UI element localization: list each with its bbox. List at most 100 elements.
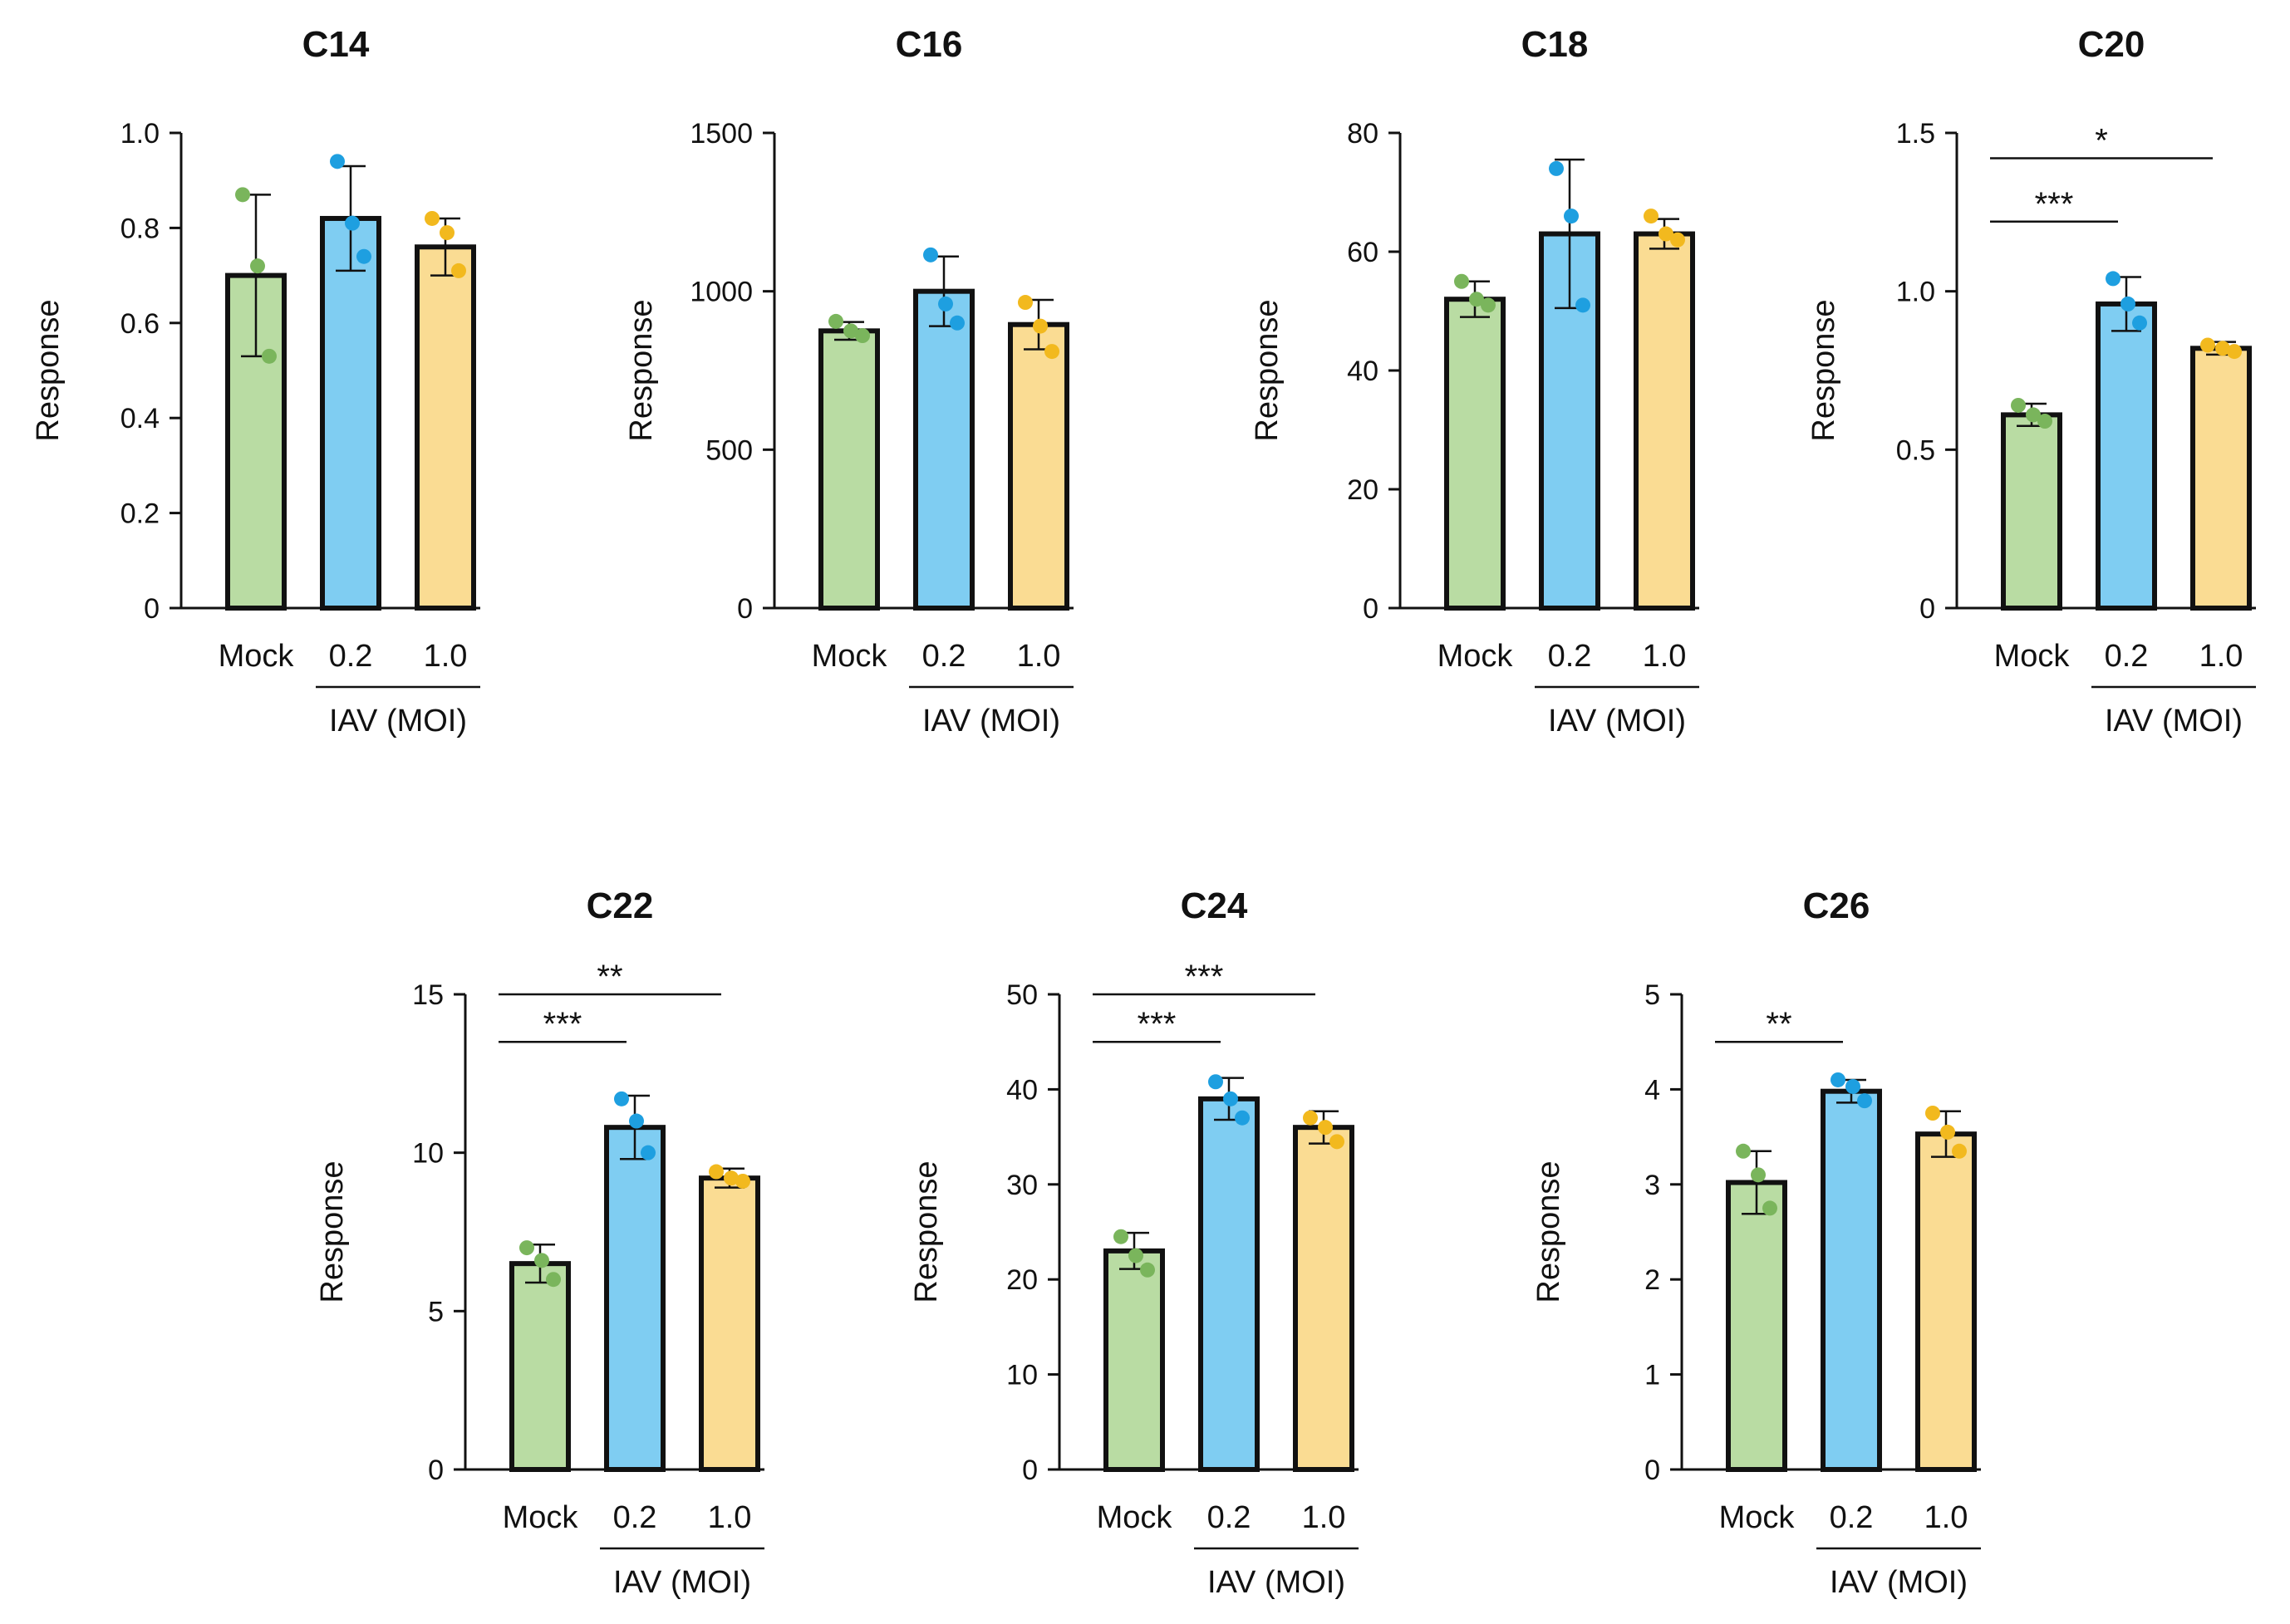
x-tick-label: Mock xyxy=(812,639,888,674)
bar-Mock xyxy=(2001,412,2062,611)
bar-1.0 xyxy=(1008,321,1069,611)
bar-0.2 xyxy=(913,288,975,611)
data-point xyxy=(330,154,345,169)
group-label: IAV (MOI) xyxy=(2105,704,2243,738)
y-axis-label: Response xyxy=(624,299,659,441)
group-label: IAV (MOI) xyxy=(613,1565,751,1600)
significance-label: *** xyxy=(1138,1006,1177,1043)
bar-1.0 xyxy=(1634,231,1695,611)
chart-title: C18 xyxy=(1521,24,1589,65)
y-tick-label: 0 xyxy=(1644,1455,1660,1486)
y-axis-label: Response xyxy=(31,299,66,441)
data-point xyxy=(1575,297,1590,313)
panel-c14: C14 Response 0 0.2 0.4 0.6 0.8 1.0 Mock 0.2 1.0 IAV… xyxy=(31,24,480,738)
data-point xyxy=(2215,341,2230,356)
y-tick-label: 0 xyxy=(1022,1455,1038,1486)
data-point xyxy=(1208,1074,1223,1090)
panel-c24: C24 Response 0 10 20 30 40 50 Mock 0.2 1.0 IAV (MOI… xyxy=(909,886,1359,1600)
data-point xyxy=(1481,297,1496,313)
bar-1.0 xyxy=(1915,1131,1977,1472)
y-tick-label: 10 xyxy=(412,1138,444,1170)
y-tick-label: 20 xyxy=(1006,1264,1038,1296)
y-tick-label: 1.5 xyxy=(1896,118,1935,150)
y-tick-label: 0 xyxy=(1919,593,1935,625)
x-tick-label: Mock xyxy=(219,639,295,674)
bar-1.0 xyxy=(699,1175,760,1472)
data-point xyxy=(425,210,440,226)
x-tick-label: 0.2 xyxy=(329,639,373,674)
data-point xyxy=(1454,273,1469,289)
x-tick-label: 1.0 xyxy=(2199,639,2243,674)
data-point xyxy=(519,1240,534,1256)
data-point xyxy=(345,215,360,231)
data-point xyxy=(641,1145,656,1160)
data-point xyxy=(614,1091,629,1106)
bar-0.2 xyxy=(320,215,381,611)
y-tick-label: 5 xyxy=(1644,979,1660,1011)
y-axis-label: Response xyxy=(909,1160,944,1303)
data-point xyxy=(2011,397,2026,413)
data-point xyxy=(855,328,870,344)
data-point xyxy=(843,323,858,339)
y-tick-label: 0.5 xyxy=(1896,434,1935,466)
y-tick-label: 20 xyxy=(1347,474,1378,506)
data-point xyxy=(1223,1091,1238,1106)
y-tick-label: 4 xyxy=(1644,1074,1660,1106)
x-tick-label: Mock xyxy=(1719,1500,1796,1535)
y-tick-label: 30 xyxy=(1006,1170,1038,1201)
significance-label: *** xyxy=(1185,959,1224,995)
y-tick-label: 0.2 xyxy=(120,498,160,530)
y-tick-label: 1 xyxy=(1644,1360,1660,1391)
data-point xyxy=(1762,1200,1777,1216)
data-point xyxy=(1128,1248,1143,1263)
significance-label: ** xyxy=(1766,1006,1791,1043)
data-point xyxy=(1549,160,1564,176)
data-point xyxy=(938,296,953,312)
data-point xyxy=(923,247,938,262)
y-tick-label: 60 xyxy=(1347,237,1378,268)
data-point xyxy=(1018,295,1033,311)
y-tick-label: 1.0 xyxy=(1896,277,1935,308)
data-point xyxy=(2037,414,2052,429)
data-point xyxy=(2132,315,2147,331)
data-point xyxy=(1469,292,1484,307)
panel-c26: C26 Response 0 1 2 3 4 5 Mock 0.2 1.0 IAV (MOI) ** xyxy=(1531,886,1981,1600)
chart-title: C22 xyxy=(587,886,654,926)
data-point xyxy=(1940,1124,1955,1140)
y-axis-label: Response xyxy=(1531,1160,1566,1303)
y-tick-label: 40 xyxy=(1347,356,1378,387)
bar-0.2 xyxy=(1198,1096,1260,1472)
x-tick-label: 0.2 xyxy=(2105,639,2149,674)
data-point xyxy=(1140,1262,1155,1278)
significance-label: * xyxy=(2095,123,2108,159)
data-point xyxy=(724,1170,739,1186)
data-point xyxy=(1952,1143,1967,1159)
data-point xyxy=(2026,407,2041,423)
y-axis-label: Response xyxy=(1250,299,1285,441)
y-tick-label: 0.4 xyxy=(120,403,160,434)
data-point xyxy=(2227,344,2242,360)
group-label: IAV (MOI) xyxy=(1207,1565,1345,1600)
group-label: IAV (MOI) xyxy=(1830,1565,1968,1600)
x-tick-label: 1.0 xyxy=(1017,639,1061,674)
significance-label: *** xyxy=(2035,186,2074,223)
data-point xyxy=(1113,1229,1128,1244)
bar-1.0 xyxy=(415,244,476,611)
y-axis-label: Response xyxy=(315,1160,350,1303)
data-point xyxy=(1831,1072,1845,1087)
panel-c18: C18 Response 0 20 40 60 80 Mock 0.2 1.0 IAV (MOI) xyxy=(1250,24,1699,738)
data-point xyxy=(1318,1120,1333,1136)
data-point xyxy=(1845,1078,1860,1094)
y-tick-label: 80 xyxy=(1347,118,1378,150)
bar-0.2 xyxy=(2096,301,2157,611)
chart-title: C14 xyxy=(302,24,370,65)
y-tick-label: 3 xyxy=(1644,1170,1660,1201)
y-tick-label: 2 xyxy=(1644,1264,1660,1296)
bar-1.0 xyxy=(1293,1125,1354,1473)
data-point xyxy=(1564,209,1579,224)
significance-label: ** xyxy=(597,959,622,995)
data-point xyxy=(828,313,843,329)
bar-0.2 xyxy=(604,1125,666,1473)
